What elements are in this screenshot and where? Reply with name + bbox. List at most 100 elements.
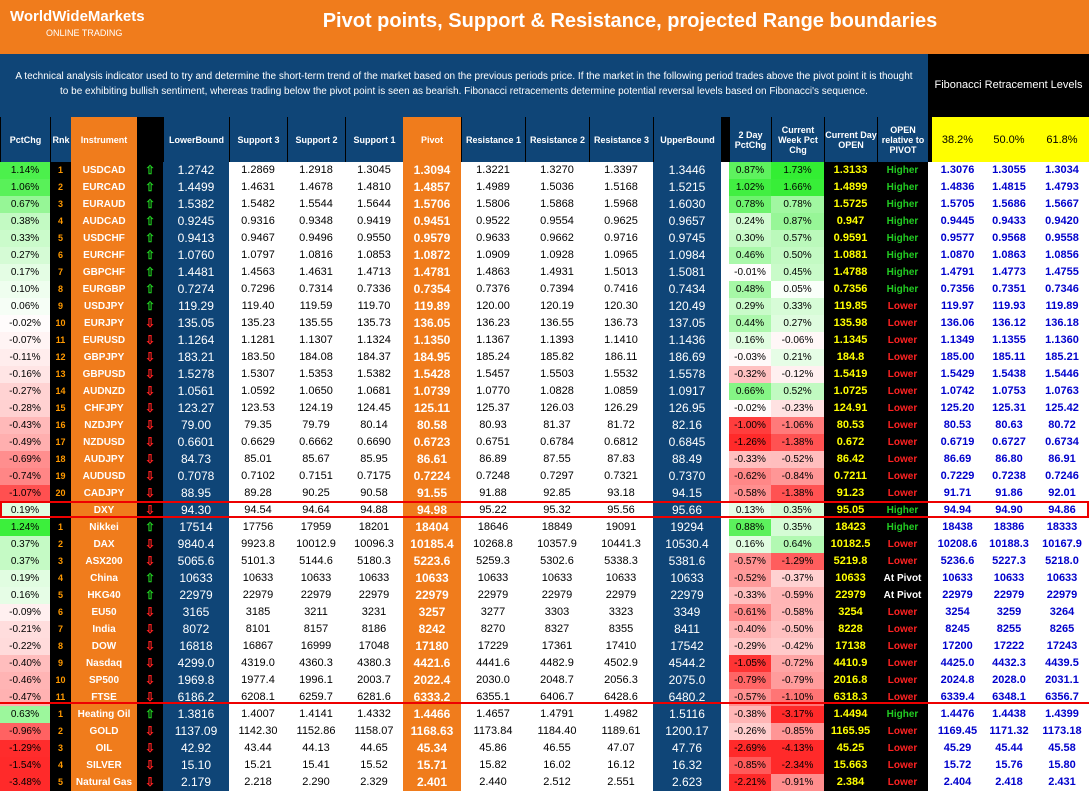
arrow-down-icon: ⇩ (137, 604, 163, 621)
resistance-2-cell: 2.512 (525, 774, 589, 791)
support-3-cell: 0.6629 (229, 434, 287, 451)
pivot-cell: 10633 (403, 570, 461, 587)
upper-bound-cell: 186.69 (653, 349, 721, 366)
fib-38-cell: 1.4476 (932, 706, 983, 723)
two-day-pct-cell: -0.33% (729, 587, 771, 604)
spacer (721, 383, 729, 400)
lower-bound-cell: 1.2742 (163, 162, 229, 179)
resistance-3-cell: 47.07 (589, 740, 653, 757)
support-1-cell: 3231 (345, 604, 403, 621)
col-header-s1: Support 1 (345, 117, 403, 162)
spacer (721, 332, 729, 349)
open-cell: 0.7211 (824, 468, 877, 485)
week-pct-cell: -3.17% (771, 706, 824, 723)
open-vs-pivot-cell: Higher (877, 247, 928, 264)
open-cell: 0.9591 (824, 230, 877, 247)
instrument-cell: AUDUSD (71, 468, 137, 485)
spacer (721, 723, 729, 740)
pivot-cell: 184.95 (403, 349, 461, 366)
resistance-3-cell: 93.18 (589, 485, 653, 502)
spacer (928, 723, 932, 740)
upper-bound-cell: 1.3446 (653, 162, 721, 179)
spacer (721, 179, 729, 196)
lower-bound-cell: 10633 (163, 570, 229, 587)
week-pct-cell: -2.34% (771, 757, 824, 774)
rank-cell: 17 (50, 434, 71, 451)
two-day-pct-cell: 0.24% (729, 213, 771, 230)
support-1-cell: 10096.3 (345, 536, 403, 553)
upper-bound-cell: 8411 (653, 621, 721, 638)
spacer (721, 213, 729, 230)
upper-bound-cell: 1.0917 (653, 383, 721, 400)
two-day-pct-cell: -1.05% (729, 655, 771, 672)
resistance-1-cell: 1.4989 (461, 179, 525, 196)
col-header-f38: 38.2% (932, 117, 983, 162)
rank-cell: 3 (50, 196, 71, 213)
spacer (721, 298, 729, 315)
support-2-cell: 1.0816 (287, 247, 345, 264)
spacer (928, 400, 932, 417)
rank-cell: 15 (50, 400, 71, 417)
pctchg-cell: 0.33% (0, 230, 50, 247)
fib-61-cell: 17243 (1035, 638, 1089, 655)
lower-bound-cell: 0.7078 (163, 468, 229, 485)
week-pct-cell: 0.57% (771, 230, 824, 247)
lower-bound-cell: 0.7274 (163, 281, 229, 298)
table-row: 0.16% 5 HKG40 ⇧ 22979 22979 22979 22979 22979 229… (0, 587, 1089, 604)
resistance-2-cell: 1.0928 (525, 247, 589, 264)
support-2-cell: 16999 (287, 638, 345, 655)
resistance-3-cell: 10633 (589, 570, 653, 587)
fib-38-cell: 1.4791 (932, 264, 983, 281)
support-3-cell: 1.5482 (229, 196, 287, 213)
spacer (721, 536, 729, 553)
instrument-cell: EURGBP (71, 281, 137, 298)
spacer (721, 315, 729, 332)
lower-bound-cell: 9840.4 (163, 536, 229, 553)
support-2-cell: 0.7314 (287, 281, 345, 298)
resistance-1-cell: 8270 (461, 621, 525, 638)
upper-bound-cell: 1.1436 (653, 332, 721, 349)
arrow-down-icon: ⇩ (137, 332, 163, 349)
lower-bound-cell: 16818 (163, 638, 229, 655)
fib-50-cell: 91.86 (983, 485, 1035, 502)
support-2-cell: 1996.1 (287, 672, 345, 689)
spacer (928, 264, 932, 281)
spacer (928, 332, 932, 349)
two-day-pct-cell: 0.78% (729, 196, 771, 213)
week-pct-cell: 0.27% (771, 315, 824, 332)
pivot-cell: 125.11 (403, 400, 461, 417)
support-1-cell: 119.70 (345, 298, 403, 315)
fib-38-cell: 8245 (932, 621, 983, 638)
table-row: 0.06% 9 USDJPY ⇧ 119.29 119.40 119.59 119.70 119… (0, 298, 1089, 315)
resistance-2-cell: 0.7394 (525, 281, 589, 298)
support-1-cell: 0.7175 (345, 468, 403, 485)
spacer (721, 230, 729, 247)
support-3-cell: 3185 (229, 604, 287, 621)
resistance-2-cell: 136.55 (525, 315, 589, 332)
fib-50-cell: 94.90 (983, 502, 1035, 519)
fib-61-cell: 1.5446 (1035, 366, 1089, 383)
fib-61-cell: 1.5667 (1035, 196, 1089, 213)
resistance-1-cell: 136.23 (461, 315, 525, 332)
spacer (928, 468, 932, 485)
instrument-cell: AUDNZD (71, 383, 137, 400)
open-vs-pivot-cell: Higher (877, 502, 928, 519)
fib-50-cell: 2.418 (983, 774, 1035, 791)
support-3-cell: 89.28 (229, 485, 287, 502)
spacer (928, 774, 932, 791)
spacer (721, 281, 729, 298)
open-vs-pivot-cell: Lower (877, 689, 928, 706)
week-pct-cell: -0.79% (771, 672, 824, 689)
open-cell: 124.91 (824, 400, 877, 417)
lower-bound-cell: 84.73 (163, 451, 229, 468)
col-header-d2: 2 Day PctChg (729, 117, 771, 162)
open-vs-pivot-cell: Lower (877, 774, 928, 791)
week-pct-cell: -0.72% (771, 655, 824, 672)
two-day-pct-cell: -0.33% (729, 451, 771, 468)
table-row: -0.16% 13 GBPUSD ⇩ 1.5278 1.5307 1.5353 1.5382 1… (0, 366, 1089, 383)
resistance-1-cell: 125.37 (461, 400, 525, 417)
rank-cell: 2 (50, 536, 71, 553)
support-1-cell: 1.1324 (345, 332, 403, 349)
support-2-cell: 184.08 (287, 349, 345, 366)
spacer (721, 655, 729, 672)
